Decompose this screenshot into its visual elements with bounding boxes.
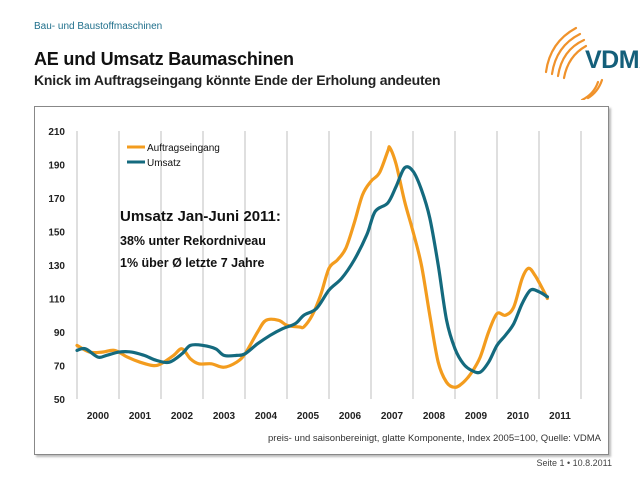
x-tick-label: 2003 [213,411,236,422]
legend: Auftragseingang Umsatz [127,143,220,169]
annotation-line-3: 1% über Ø letzte 7 Jahre [120,256,265,270]
x-tick-label: 2001 [129,411,152,422]
gridlines [76,131,582,399]
y-tick-label: 70 [54,362,66,373]
y-tick-label: 50 [54,395,66,406]
annotation: Umsatz Jan-Juni 2011: 38% unter Rekordni… [120,208,281,270]
x-tick-label: 2002 [171,411,194,422]
chart-container: 50 70 90 110 130 150 170 190 210 2000 2001 2002 200… [34,106,609,455]
x-tick-label: 2004 [255,411,278,422]
y-tick-label: 150 [48,228,65,239]
vdma-logo-arcs-icon [544,26,604,100]
x-tick-label: 2010 [507,411,530,422]
x-tick-label: 2007 [381,411,404,422]
x-tick-label: 2006 [339,411,362,422]
page-title: AE und Umsatz Baumaschinen [34,49,294,69]
y-tick-label: 130 [48,261,65,272]
x-tick-label: 2005 [297,411,320,422]
x-tick-label: 2011 [549,411,571,422]
y-tick-label: 190 [48,161,65,172]
y-tick-label: 210 [48,127,65,138]
y-axis-ticks: 50 70 90 110 130 150 170 190 210 [48,127,65,406]
series-line-umsatz [75,165,549,375]
y-tick-label: 90 [54,328,66,339]
page-footer: Seite 1 • 10.8.2011 [536,458,612,468]
vdma-logo-text: VDMA [585,46,640,74]
x-axis-ticks: 2000 2001 2002 2003 2004 2005 2006 2007 2008 2009… [87,411,571,422]
annotation-line-2: 38% unter Rekordniveau [120,234,266,248]
annotation-line-1: Umsatz Jan-Juni 2011: [120,208,281,225]
legend-label-umsatz: Umsatz [147,158,181,169]
y-tick-label: 110 [49,295,66,306]
chart-footnote: preis- und saisonbereinigt, glatte Kompo… [268,433,602,444]
x-tick-label: 2000 [87,411,110,422]
series-lines [75,145,549,389]
x-tick-label: 2009 [465,411,488,422]
page-subtitle: Knick im Auftragseingang könnte Ende der… [34,72,441,88]
y-tick-label: 170 [48,194,65,205]
x-tick-label: 2008 [423,411,446,422]
legend-label-auftragseingang: Auftragseingang [147,143,220,154]
series-line-auftragseingang [75,145,549,389]
section-label: Bau- und Baustoffmaschinen [34,21,163,32]
